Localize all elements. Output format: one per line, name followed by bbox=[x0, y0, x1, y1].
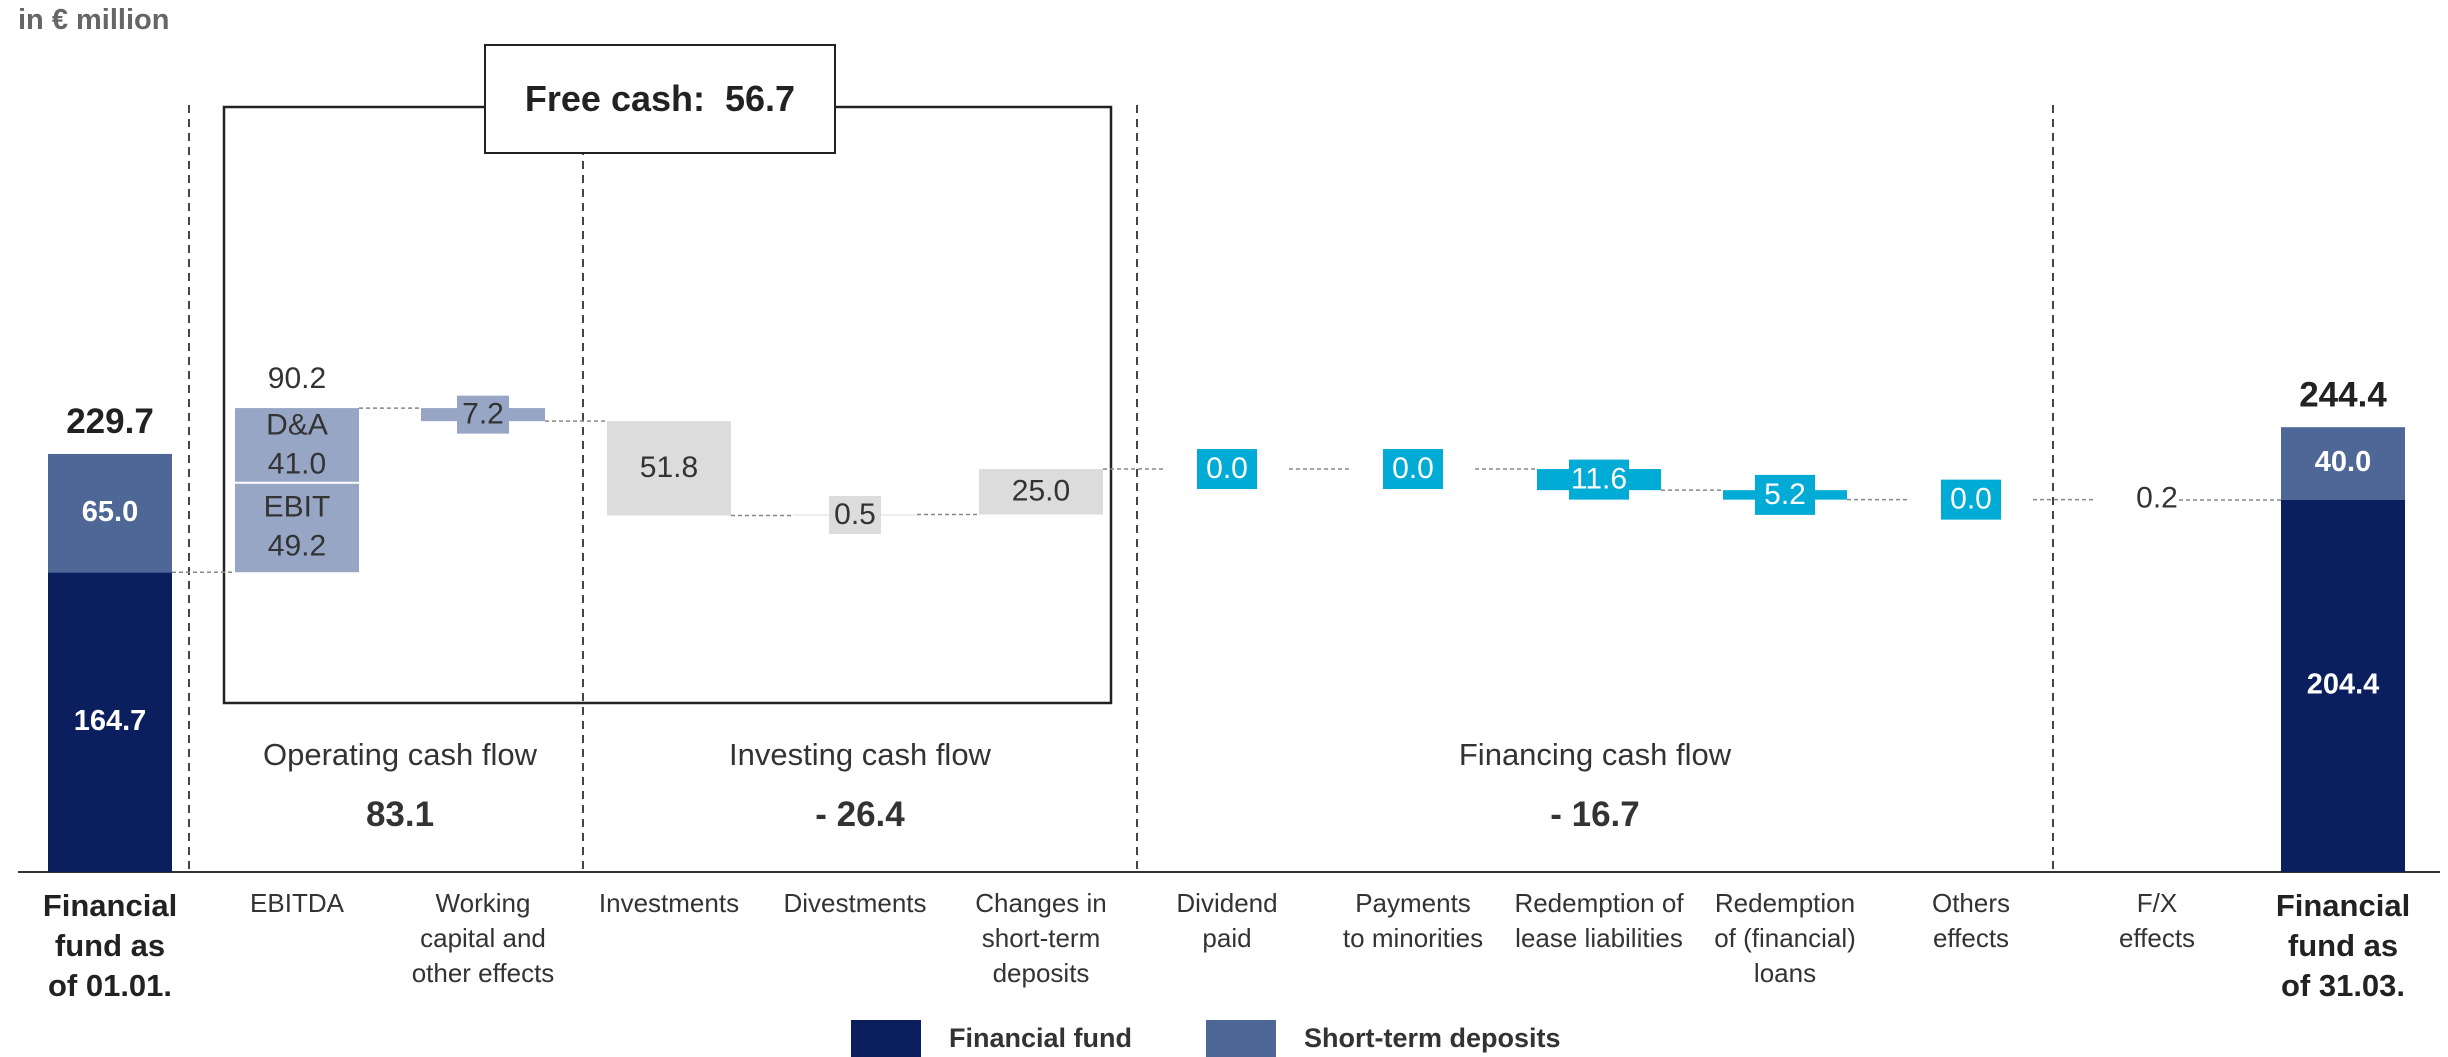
legend-swatch-short-term-deposits bbox=[1206, 1020, 1276, 1057]
label-box-working-capital-and-other-effects bbox=[457, 395, 509, 434]
tick-label-financial-fund-as-of-31-03: Financial fund as of 31.03. bbox=[2275, 888, 2411, 1003]
bar-ebitda-da bbox=[235, 408, 359, 483]
data-label-investments: 51.8 bbox=[640, 451, 698, 484]
unit-label: in € million bbox=[18, 4, 170, 36]
data-label-end-short-term-deposits: 40.0 bbox=[2315, 446, 2371, 478]
free-cash-label: Free cash: 56.7 bbox=[484, 44, 836, 154]
bar-changes-in-short-term-deposits bbox=[979, 469, 1103, 515]
data-label-redemption-of-financial-loans: 5.2 bbox=[1764, 478, 1806, 511]
data-label-others-effects: 0.0 bbox=[1950, 483, 1992, 516]
label-box-divestments bbox=[829, 496, 881, 535]
section-label-investing: Investing cash flow bbox=[729, 737, 991, 772]
tick-label-divestments: Divestments bbox=[783, 888, 927, 918]
data-label-redemption-of-lease-liabilities: 11.6 bbox=[1571, 463, 1627, 496]
section-value-financing: - 16.7 bbox=[1550, 795, 1640, 834]
legend-label-short-term-deposits: Short-term deposits bbox=[1304, 1023, 1561, 1053]
tick-label-changes-in-short-term-deposits: Changes in short-term deposits bbox=[975, 888, 1107, 988]
data-label-ebit-name: EBIT bbox=[264, 490, 331, 523]
section-label-financing: Financing cash flow bbox=[1458, 737, 1732, 772]
bar-start-financial-fund bbox=[48, 572, 172, 872]
bar-end-financial-fund bbox=[2281, 499, 2405, 872]
section-label-operating: Operating cash flow bbox=[263, 737, 537, 772]
tick-label-ebitda: EBITDA bbox=[250, 888, 344, 918]
label-box-payments-to-minorities bbox=[1383, 449, 1443, 490]
data-label-end-financial-fund: 204.4 bbox=[2307, 669, 2380, 701]
bar-investments bbox=[607, 421, 731, 516]
tick-label-redemption-of-lease-liabilities: Redemption of lease liabilities bbox=[1514, 888, 1684, 953]
data-label-start-short-term-deposits: 65.0 bbox=[82, 496, 138, 528]
data-label-start-financial-fund: 164.7 bbox=[74, 705, 147, 737]
bar-start-short-term-deposits bbox=[48, 453, 172, 573]
data-label-payments-to-minorities: 0.0 bbox=[1392, 452, 1434, 485]
data-label-ebitda: 90.2 bbox=[268, 362, 326, 395]
bar-end-short-term-deposits bbox=[2281, 427, 2405, 500]
section-value-investing: - 26.4 bbox=[815, 795, 905, 834]
legend-label-financial-fund: Financial fund bbox=[949, 1023, 1133, 1053]
label-box-redemption-of-financial-loans bbox=[1755, 474, 1815, 515]
section-value-operating: 83.1 bbox=[365, 795, 435, 834]
tick-label-investments: Investments bbox=[598, 888, 740, 918]
data-label-dividend-paid: 0.0 bbox=[1206, 452, 1248, 485]
data-label-working-capital-and-other-effects: 7.2 bbox=[462, 398, 504, 431]
tick-label-dividend-paid: Dividend paid bbox=[1176, 888, 1278, 953]
bar-ebitda-ebit bbox=[235, 482, 359, 573]
data-label-end-total: 244.4 bbox=[2299, 375, 2387, 414]
data-label-f-x-effects: 0.2 bbox=[2136, 482, 2178, 515]
tick-label-f-x-effects: F/X effects bbox=[2118, 888, 2196, 953]
data-label-start-total: 229.7 bbox=[66, 402, 154, 441]
label-box-redemption-of-lease-liabilities bbox=[1569, 459, 1629, 500]
legend-swatch-financial-fund bbox=[851, 1020, 921, 1057]
legend-item-financial-fund: Financial fund bbox=[851, 1020, 1132, 1057]
tick-label-others-effects: Others effects bbox=[1931, 888, 2011, 953]
tick-label-redemption-of-financial-loans: Redemption of (financial) loans bbox=[1714, 888, 1856, 988]
tick-label-financial-fund-as-of-01-01: Financial fund as of 01.01. bbox=[42, 888, 178, 1003]
label-box-others-effects bbox=[1941, 479, 2001, 520]
free-cash-frame bbox=[222, 105, 1113, 705]
data-label-changes-in-short-term-deposits: 25.0 bbox=[1012, 475, 1070, 508]
data-label-da-name: D&A bbox=[266, 408, 328, 441]
legend-item-short-term-deposits: Short-term deposits bbox=[1206, 1020, 1561, 1057]
label-box-dividend-paid bbox=[1197, 449, 1257, 490]
data-label-da-value: 41.0 bbox=[268, 447, 326, 480]
data-label-divestments: 0.5 bbox=[834, 498, 876, 531]
data-label-ebit-value: 49.2 bbox=[268, 529, 326, 562]
tick-label-working-capital-and-other-effects: Working capital and other effects bbox=[411, 888, 555, 988]
tick-label-payments-to-minorities: Payments to minorities bbox=[1342, 888, 1484, 953]
